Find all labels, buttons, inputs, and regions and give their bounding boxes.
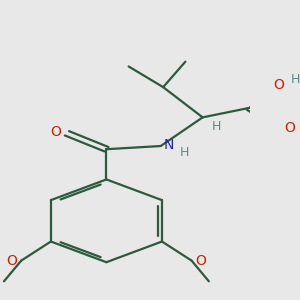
Text: O: O: [7, 254, 18, 268]
Text: N: N: [164, 138, 174, 152]
Text: O: O: [274, 78, 285, 92]
Text: O: O: [50, 125, 61, 140]
Text: O: O: [284, 121, 295, 135]
Text: H: H: [290, 73, 300, 86]
Text: O: O: [195, 254, 206, 268]
Text: H: H: [180, 146, 190, 159]
Text: H: H: [212, 120, 221, 134]
